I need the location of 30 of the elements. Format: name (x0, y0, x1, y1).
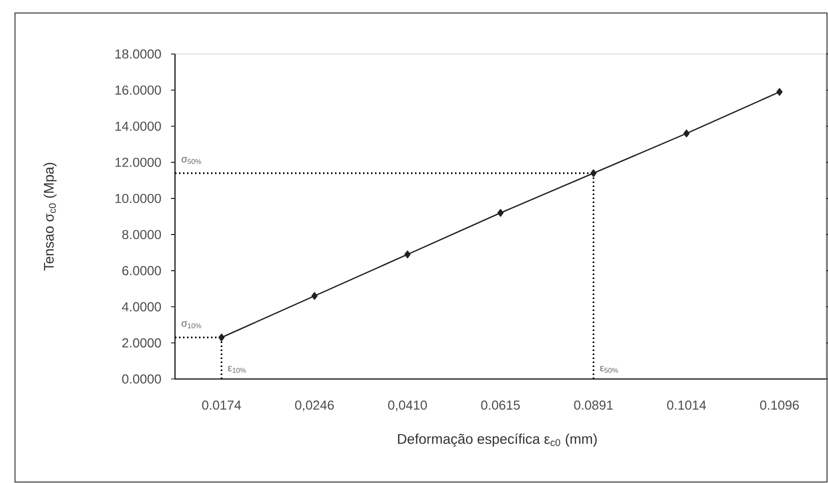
y-axis-title: Tensao σ$_{c0}$ (Mpa) (43, 162, 57, 271)
point (590, 169, 597, 178)
y-tick-label: 2.0000 (122, 338, 161, 348)
ref-line-label: σ$_{50%}$ (182, 157, 202, 164)
x-tick-label: 0.1014 (667, 400, 706, 410)
y-tick-label: 14.0000 (115, 122, 161, 131)
x-tick-label: 0,0410 (388, 400, 427, 412)
point (683, 130, 690, 138)
y-tick-label: 8.0000 (122, 230, 161, 240)
ref-line-label: σ$_{10%}$ (182, 321, 202, 328)
y-tick-label: 0.0000 (122, 374, 161, 384)
y-tick-label: 6.0000 (122, 266, 161, 276)
point (776, 88, 783, 96)
point (311, 292, 318, 300)
y-tick-label: 10.0000 (115, 194, 161, 204)
y-tick-label: 4.0000 (122, 302, 161, 312)
x-tick-label: 0,0246 (295, 400, 334, 412)
y-tick-label: 12.0000 (115, 158, 161, 167)
point (497, 209, 504, 217)
x-tick-label: 0.0891 (574, 400, 613, 410)
ref-line-label: ε$_{50%}$ (600, 366, 618, 373)
y-tick-label: 18.0000 (115, 49, 161, 59)
x-tick-label: 0.0174 (202, 400, 241, 410)
x-axis-title: Deformação específica ε$_{c0}$ (mm) (398, 433, 597, 447)
y-tick-label: 16.0000 (115, 86, 161, 95)
x-tick-label: 0.0615 (481, 400, 520, 410)
ref-line-label: ε$_{10%}$ (228, 366, 246, 373)
point (404, 250, 411, 258)
x-tick-label: 0.1096 (760, 400, 799, 410)
point (218, 334, 225, 342)
